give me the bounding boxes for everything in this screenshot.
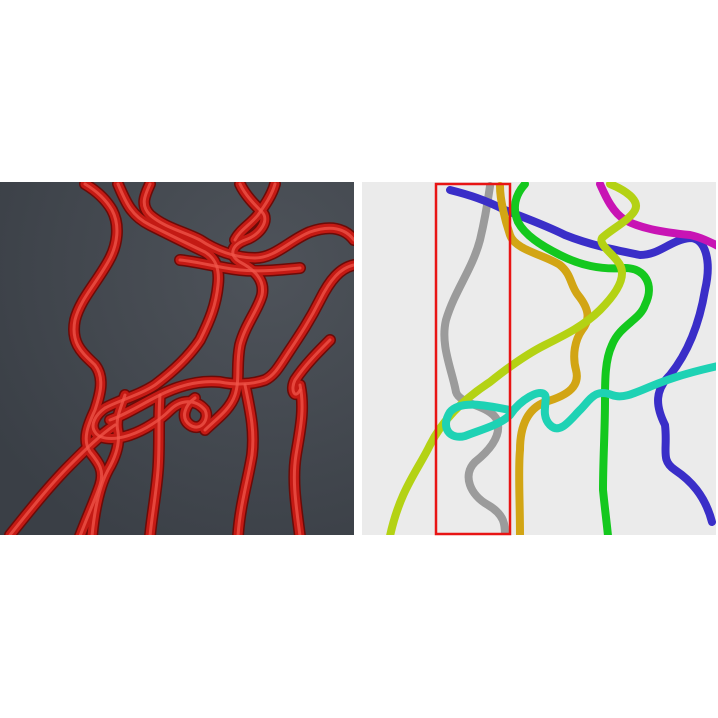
tube-8-shading (148, 393, 162, 535)
tube-1-shading (72, 182, 119, 535)
rendered-tubes-panel (0, 182, 354, 535)
tube-9-shading (236, 383, 255, 535)
tube-4-shading (203, 182, 267, 432)
tube-11-shading (291, 338, 332, 396)
curve-blue (446, 186, 716, 526)
tube-10-shading (292, 383, 304, 535)
curve-set (386, 182, 716, 535)
tube-bundle (4, 182, 354, 535)
curve-green (510, 182, 653, 535)
tube-2-shading (91, 182, 220, 440)
curve-orange (496, 182, 592, 535)
segmented-curves-panel (362, 182, 716, 536)
tube-13-shading (178, 258, 302, 273)
tube-3-shading (142, 182, 354, 260)
tube-7-shading (90, 393, 127, 535)
highlight-box (434, 182, 512, 536)
tube-12-shading (8, 423, 117, 535)
curve-teal (442, 362, 716, 441)
curve-magenta (596, 182, 716, 250)
curve-yellow-green (386, 182, 640, 535)
tube-5-shading (233, 182, 277, 242)
